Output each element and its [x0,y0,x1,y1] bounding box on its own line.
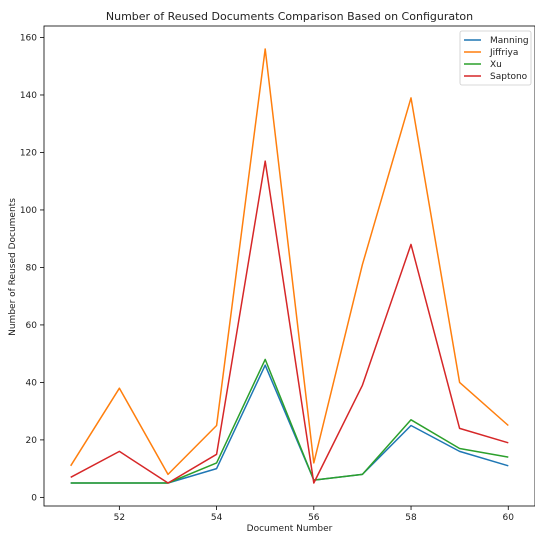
legend-entry: Xu [490,60,502,70]
y-tick-label: 80 [26,263,38,273]
y-tick-label: 40 [26,378,38,388]
x-axis-label: Document Number [247,524,333,533]
x-tick-label: 58 [405,513,417,523]
y-tick-label: 0 [31,493,37,503]
axis-ticks: 52 54 56 58 60 0 20 40 60 80 100 120 140 160 [20,33,514,523]
x-tick-label: 54 [211,513,223,523]
legend-entry: Jiffriya [489,48,518,58]
series-line-saptono [70,160,509,484]
y-tick-label: 100 [20,206,37,216]
legend-entry: Saptono [490,72,528,82]
series-line-xu [70,358,509,484]
y-axis-label: Number of Reused Documents [8,198,18,336]
series-line-manning [70,364,509,484]
plot-frame [43,25,535,507]
y-tick-label: 60 [26,321,38,331]
x-tick-label: 56 [308,513,320,523]
x-tick-label: 60 [503,513,515,523]
series-lines [70,48,509,484]
x-tick-label: 52 [114,513,125,523]
legend-box [459,30,532,86]
legend-entry: Manning [490,36,529,46]
y-tick-label: 20 [26,436,38,446]
chart-title: Number of Reused Documents Comparison Ba… [106,10,473,23]
series-line-jiffriya [70,48,509,476]
y-tick-label: 120 [20,148,37,158]
y-tick-label: 140 [20,91,37,101]
y-tick-label: 160 [20,33,37,43]
legend: Manning Jiffriya Xu Saptono [459,30,532,86]
